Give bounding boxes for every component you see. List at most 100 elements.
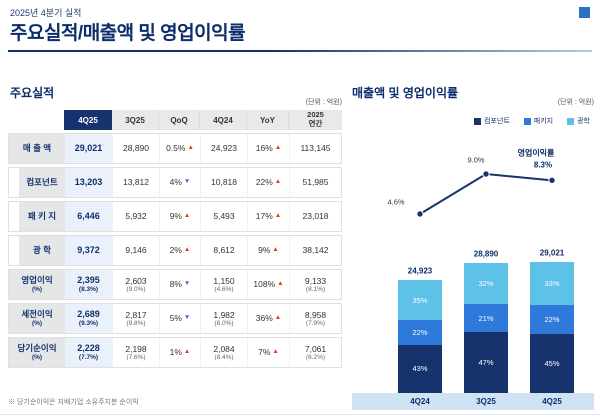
operating-margin-line [416, 170, 556, 218]
legend-label: 광학 [577, 118, 590, 125]
cell-year: 113,145 [300, 143, 331, 154]
row-label-cell: 당기순이익 (%) [9, 338, 65, 367]
row-label-cell: 매 출 액 [9, 134, 65, 163]
bar-total-label: 28,890 [473, 249, 499, 259]
row-label-cell: 컴포넌트 [9, 168, 65, 197]
title-divider [8, 50, 592, 52]
line-marker [482, 170, 490, 178]
qoq-arrow-icon: ▼ [183, 314, 191, 322]
bar-segment: 45% [530, 334, 574, 393]
left-unit-label: (단위 : 억원) [305, 99, 342, 106]
slide-eyebrow: 2025년 4분기 실적 [10, 8, 82, 18]
margin-line-name: 영업이익률 [517, 148, 555, 158]
row-label: 세전이익 (%) [9, 304, 65, 333]
cell-3q25: 2,198 (7.6%) [113, 338, 160, 367]
col-header-year: 2025 연간 [289, 110, 342, 130]
table-row-net-profit: 당기순이익 (%) 2,228 (7.7%) 2,198 (7.6%) 1% ▲ 2,0… [8, 337, 342, 368]
cell-year: 7,061 (6.2%) [304, 343, 327, 361]
cell-4q24: 10,818 [201, 168, 248, 197]
cell-4q25: 6,446 [65, 202, 113, 231]
qoq-arrow-icon: ▲ [187, 144, 194, 152]
cell-3q25: 2,817 (9.8%) [113, 304, 160, 333]
bar-segment-label: 33% [544, 279, 560, 289]
x-axis-label: 3Q25 [476, 397, 496, 406]
yoy-arrow-icon: ▲ [274, 314, 282, 322]
cell-4q24: 8,612 [201, 236, 248, 265]
table-row-component: 컴포넌트 13,203 13,812 4% ▼ 10,818 22% ▲ 51,98… [8, 167, 342, 198]
row-label-cell: 패 키 지 [9, 202, 65, 231]
row-label-cell: 세전이익 (%) [9, 304, 65, 333]
cell-4q25: 2,689 (9.3%) [65, 304, 113, 333]
qoq-arrow-icon: ▲ [183, 246, 191, 254]
margin-rate-label: 8.3% [533, 160, 553, 170]
margin-rate-label: 4.6% [387, 197, 405, 207]
cell-year: 23,018 [302, 211, 329, 222]
line-marker [548, 176, 556, 185]
col-header-4q24: 4Q24 [200, 110, 247, 130]
corner-accent-square [579, 7, 590, 18]
cell-4q24: 2,084 (8.4%) [201, 338, 248, 367]
cell-4q25: 2,395 (8.3%) [65, 270, 113, 299]
row-label: 패 키 지 [19, 202, 65, 231]
col-header-4q25: 4Q25 [64, 110, 112, 130]
cell-qoq: 2% ▲ [160, 236, 201, 265]
legend-swatch-package-icon [523, 117, 531, 125]
col-header-qoq: QoQ [159, 110, 200, 130]
cell-4q24: 5,493 [201, 202, 248, 231]
row-label: 매 출 액 [9, 134, 65, 163]
legend-item-component: 컴포넌트 [474, 116, 510, 126]
bar-segment: 47% [464, 331, 508, 393]
x-axis-label: 4Q24 [410, 397, 430, 406]
bar-segment: 22% [530, 305, 574, 335]
cell-qoq: 4% ▼ [160, 168, 201, 197]
table-header: 4Q25 3Q25 QoQ 4Q24 YoY 2025 연간 [8, 110, 342, 130]
table-row-operating-profit: 영업이익 (%) 2,395 (8.3%) 2,603 (9.0%) 8% ▼ 1,15… [8, 269, 342, 300]
row-label: 당기순이익 (%) [9, 338, 65, 367]
cell-yoy: 17% ▲ [248, 202, 290, 231]
x-axis-strip: 4Q24 3Q25 4Q25 [352, 393, 594, 410]
table-corner-cell [8, 110, 64, 130]
cell-yoy: 9% ▲ [248, 236, 290, 265]
cell-4q25: 13,203 [65, 168, 113, 197]
chart-legend: 컴포넌트 패키지 광학 [350, 116, 590, 126]
legend-swatch-optics-icon [567, 117, 575, 125]
cell-4q25: 2,228 (7.7%) [65, 338, 113, 367]
cell-yoy: 108% ▲ [248, 270, 290, 299]
row-label: 컴포넌트 [19, 168, 65, 197]
cell-3q25: 2,603 (9.0%) [113, 270, 160, 299]
bar-segment-label: 47% [478, 357, 494, 367]
cell-qoq: 8% ▼ [160, 270, 201, 299]
row-label-cell: 광 학 [9, 236, 65, 265]
cell-3q25: 13,812 [113, 168, 160, 197]
bar-segment: 43% [398, 344, 442, 393]
bar-segment: 35% [398, 280, 442, 320]
bar-area: 43% 22% 35% 24,923 47% 21% 32% 28,890 45% 22% 33% 2… [350, 108, 596, 410]
right-unit-label: (단위 : 억원) [557, 99, 594, 106]
footnote: ※ 당기순이익은 지배기업 소유주지분 순이익 [8, 399, 139, 406]
cell-year: 51,985 [302, 177, 329, 188]
footer-divider [0, 414, 600, 415]
qoq-arrow-icon: ▲ [183, 348, 191, 356]
qoq-arrow-icon: ▼ [183, 178, 191, 186]
yoy-arrow-icon: ▲ [277, 280, 284, 288]
cell-qoq: 1% ▲ [160, 338, 201, 367]
left-section-heading: 주요실적 [10, 86, 55, 100]
cell-year: 9,133 (8.1%) [304, 275, 327, 293]
bar-segment: 21% [464, 304, 508, 332]
legend-item-optics: 광학 [567, 116, 590, 126]
bar-segment: 22% [398, 319, 442, 345]
yoy-arrow-icon: ▲ [274, 144, 282, 152]
cell-4q24: 24,923 [201, 134, 248, 163]
bar-segment-label: 35% [412, 295, 428, 305]
cell-year: 8,958 (7.9%) [304, 309, 327, 327]
cell-4q24: 1,150 (4.6%) [201, 270, 248, 299]
legend-label: 패키지 [533, 118, 554, 125]
qoq-arrow-icon: ▼ [183, 280, 191, 288]
bar-segment-label: 22% [412, 327, 428, 337]
table-row-revenue: 매 출 액 29,021 28,890 0.5% ▲ 24,923 16% ▲ 11… [8, 133, 342, 164]
line-marker [416, 210, 424, 218]
revenue-margin-chart: 컴포넌트 패키지 광학 43% 22% 35% 24,923 47% 21% 32% 28,8… [350, 108, 596, 410]
cell-3q25: 28,890 [113, 134, 160, 163]
cell-3q25: 9,146 [113, 236, 160, 265]
